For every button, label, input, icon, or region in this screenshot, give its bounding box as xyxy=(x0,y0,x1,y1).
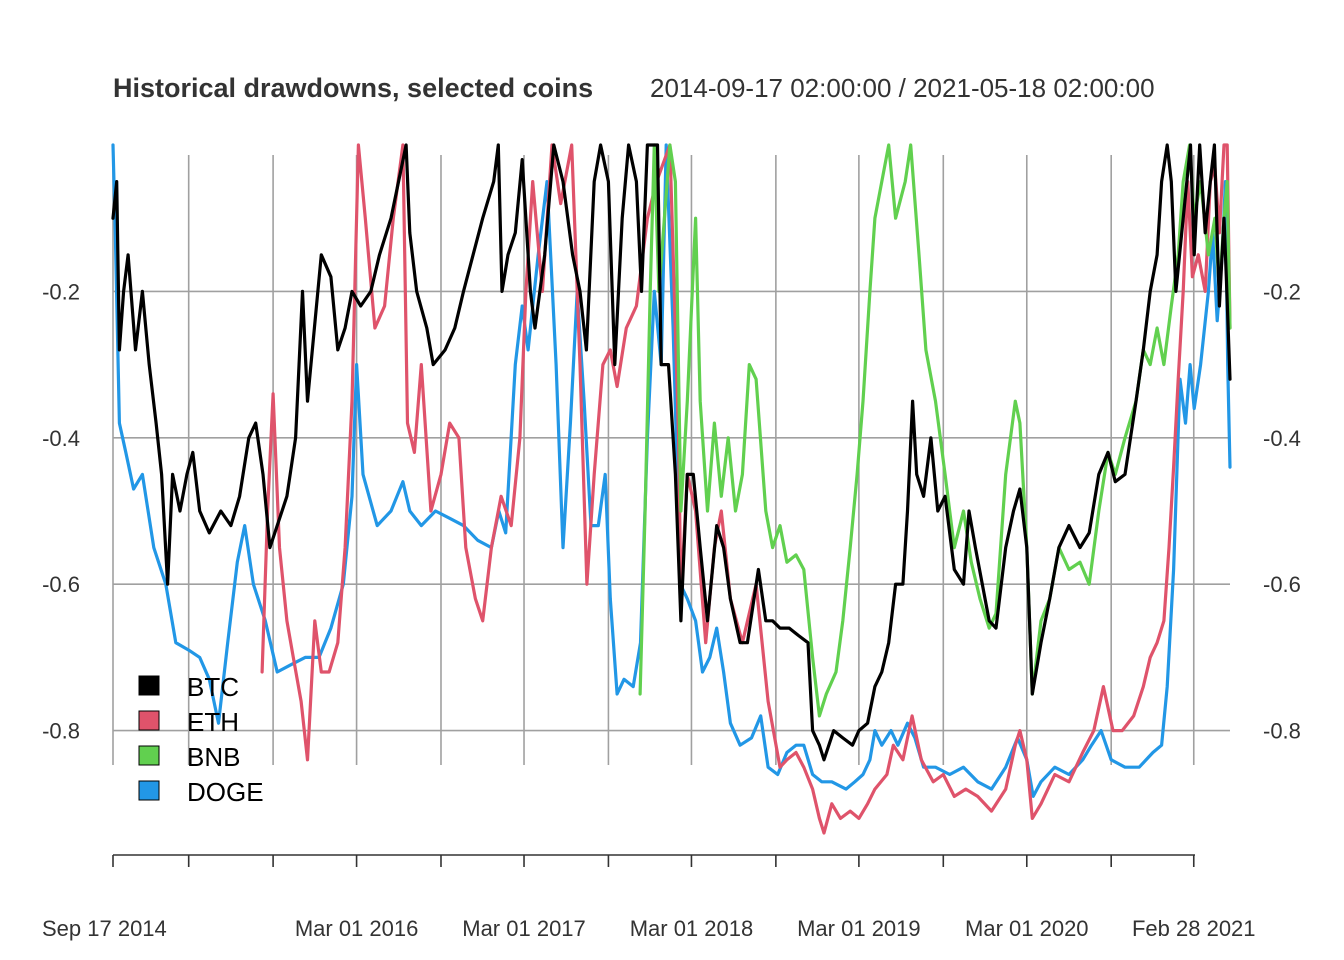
x-axis: Sep 17 2014 Mar 01 2016 Mar 01 2017 Mar 01 … xyxy=(42,854,1256,941)
legend-swatch-btc xyxy=(138,675,160,696)
legend-label-bnb: BNB xyxy=(187,742,240,772)
legend-swatch-eth xyxy=(138,710,160,731)
x-tick-label: Mar 01 2017 xyxy=(462,916,586,941)
x-tick-label: Mar 01 2018 xyxy=(630,916,754,941)
x-tick-label: Mar 01 2020 xyxy=(965,916,1089,941)
legend-label-btc: BTC xyxy=(187,672,239,702)
chart-date-range: 2014-09-17 02:00:00 / 2021-05-18 02:00:0… xyxy=(650,73,1155,103)
y-axis-right: -0.2 -0.4 -0.6 -0.8 xyxy=(1263,279,1301,743)
y-tick-label-right: -0.2 xyxy=(1263,279,1301,304)
x-tick-label: Feb 28 2021 xyxy=(1132,916,1256,941)
series-line-doge xyxy=(111,143,1232,799)
legend-swatch-bnb xyxy=(138,745,160,766)
x-tick-label: Mar 01 2016 xyxy=(295,916,419,941)
series-line-bnb xyxy=(638,143,1232,718)
chart-title: Historical drawdowns, selected coins xyxy=(113,73,593,103)
y-tick-label-right: -0.4 xyxy=(1263,426,1301,451)
legend-label-eth: ETH xyxy=(187,707,239,737)
series-line-btc xyxy=(111,143,1232,762)
legend: BTC ETH BNB DOGE xyxy=(138,672,264,807)
y-tick-label-left: -0.4 xyxy=(42,426,80,451)
y-tick-label-right: -0.6 xyxy=(1263,572,1301,597)
y-tick-label-right: -0.8 xyxy=(1263,719,1301,744)
x-tick-label: Mar 01 2019 xyxy=(797,916,921,941)
y-tick-label-left: -0.2 xyxy=(42,279,80,304)
legend-label-doge: DOGE xyxy=(187,777,264,807)
y-axis-left: -0.2 -0.4 -0.6 -0.8 xyxy=(42,279,80,743)
series-lines xyxy=(111,143,1232,835)
y-tick-label-left: -0.8 xyxy=(42,719,80,744)
legend-swatch-doge xyxy=(138,780,160,801)
x-tick-label: Sep 17 2014 xyxy=(42,916,167,941)
y-tick-label-left: -0.6 xyxy=(42,572,80,597)
